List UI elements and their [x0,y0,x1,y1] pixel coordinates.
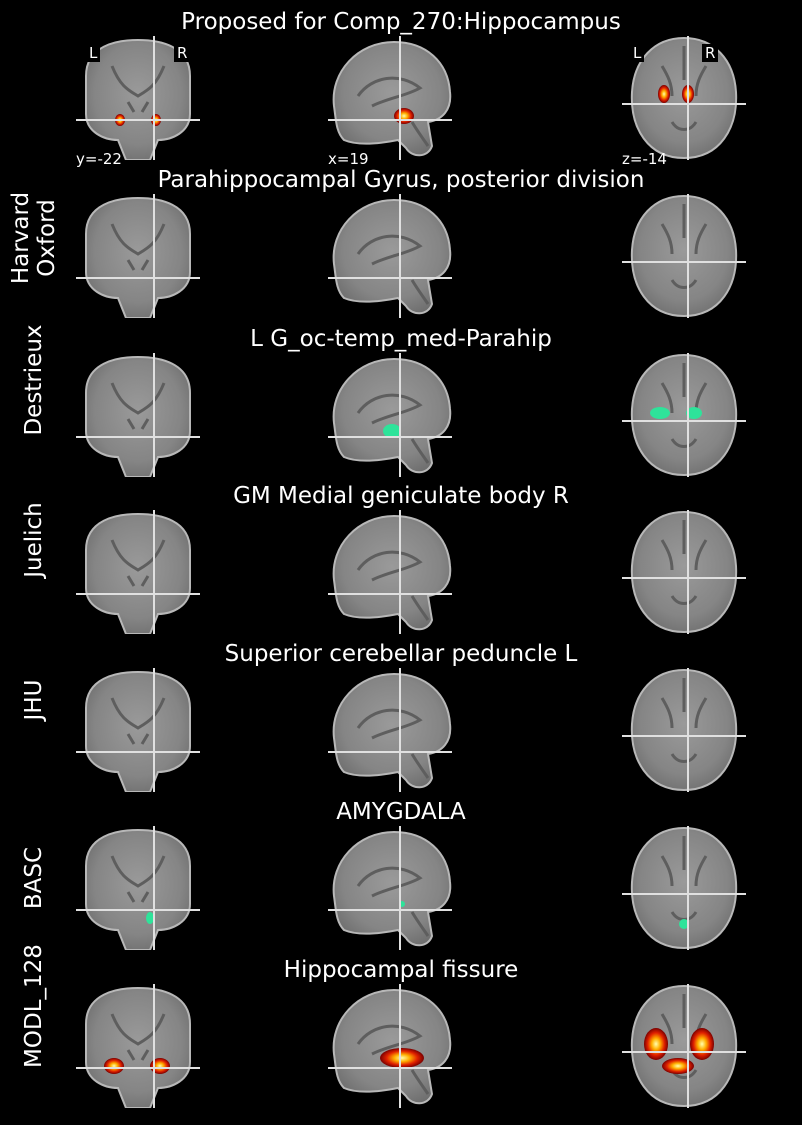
coronal-slice [76,353,200,477]
activation-blob [658,85,670,103]
right-marker: R [702,44,719,62]
coordinate-readout-axial: z=-14 [622,150,667,168]
sagittal-slice [328,36,452,160]
row-title: AMYGDALA [336,799,466,825]
row-title: Superior cerebellar peduncle L [224,641,578,667]
activation-blob [662,1058,694,1074]
sagittal-slice [328,826,452,950]
coronal-slice [76,194,200,318]
sagittal-slice [328,194,452,318]
axial-slice [622,668,746,792]
atlas-label: Harvard Oxford [8,191,60,285]
sagittal-slice [328,984,452,1108]
coronal-slice [76,984,200,1108]
coronal-slice [76,36,200,160]
activation-blob [380,1048,424,1068]
row-title: GM Medial geniculate body R [233,483,569,509]
row-title: Hippocampal fissure [283,957,519,983]
atlas-label: JHU [21,679,47,721]
coordinate-readout-sagittal: x=19 [328,150,369,168]
atlas-region [679,919,689,929]
activation-blob [690,1028,714,1060]
axial-slice [622,510,746,634]
axial-slice [622,984,746,1108]
axial-slice [622,194,746,318]
atlas-label: Destrieux [21,324,47,436]
right-marker: R [174,44,191,62]
coronal-slice [76,510,200,634]
activation-blob [104,1058,124,1074]
left-marker: L [630,44,645,62]
row-title: Proposed for Comp_270:Hippocampus [181,9,621,35]
atlas-label: Juelich [21,502,47,578]
activation-blob [394,108,414,124]
activation-blob [644,1028,668,1060]
atlas-region [650,407,670,419]
coronal-slice [76,668,200,792]
row-title: L G_oc-temp_med-Parahip [250,326,552,352]
row-title: Parahippocampal Gyrus, posterior divisio… [157,167,645,193]
axial-slice [622,826,746,950]
coordinate-readout-coronal: y=-22 [76,150,122,168]
atlas-region [146,912,154,924]
atlas-label: MODL_128 [21,944,47,1068]
sagittal-slice [328,353,452,477]
atlas-region [383,424,401,438]
axial-slice [622,353,746,477]
coronal-slice [76,826,200,950]
sagittal-slice [328,668,452,792]
left-marker: L [86,44,101,62]
atlas-region [686,407,702,419]
axial-slice [622,36,746,160]
sagittal-slice [328,510,452,634]
